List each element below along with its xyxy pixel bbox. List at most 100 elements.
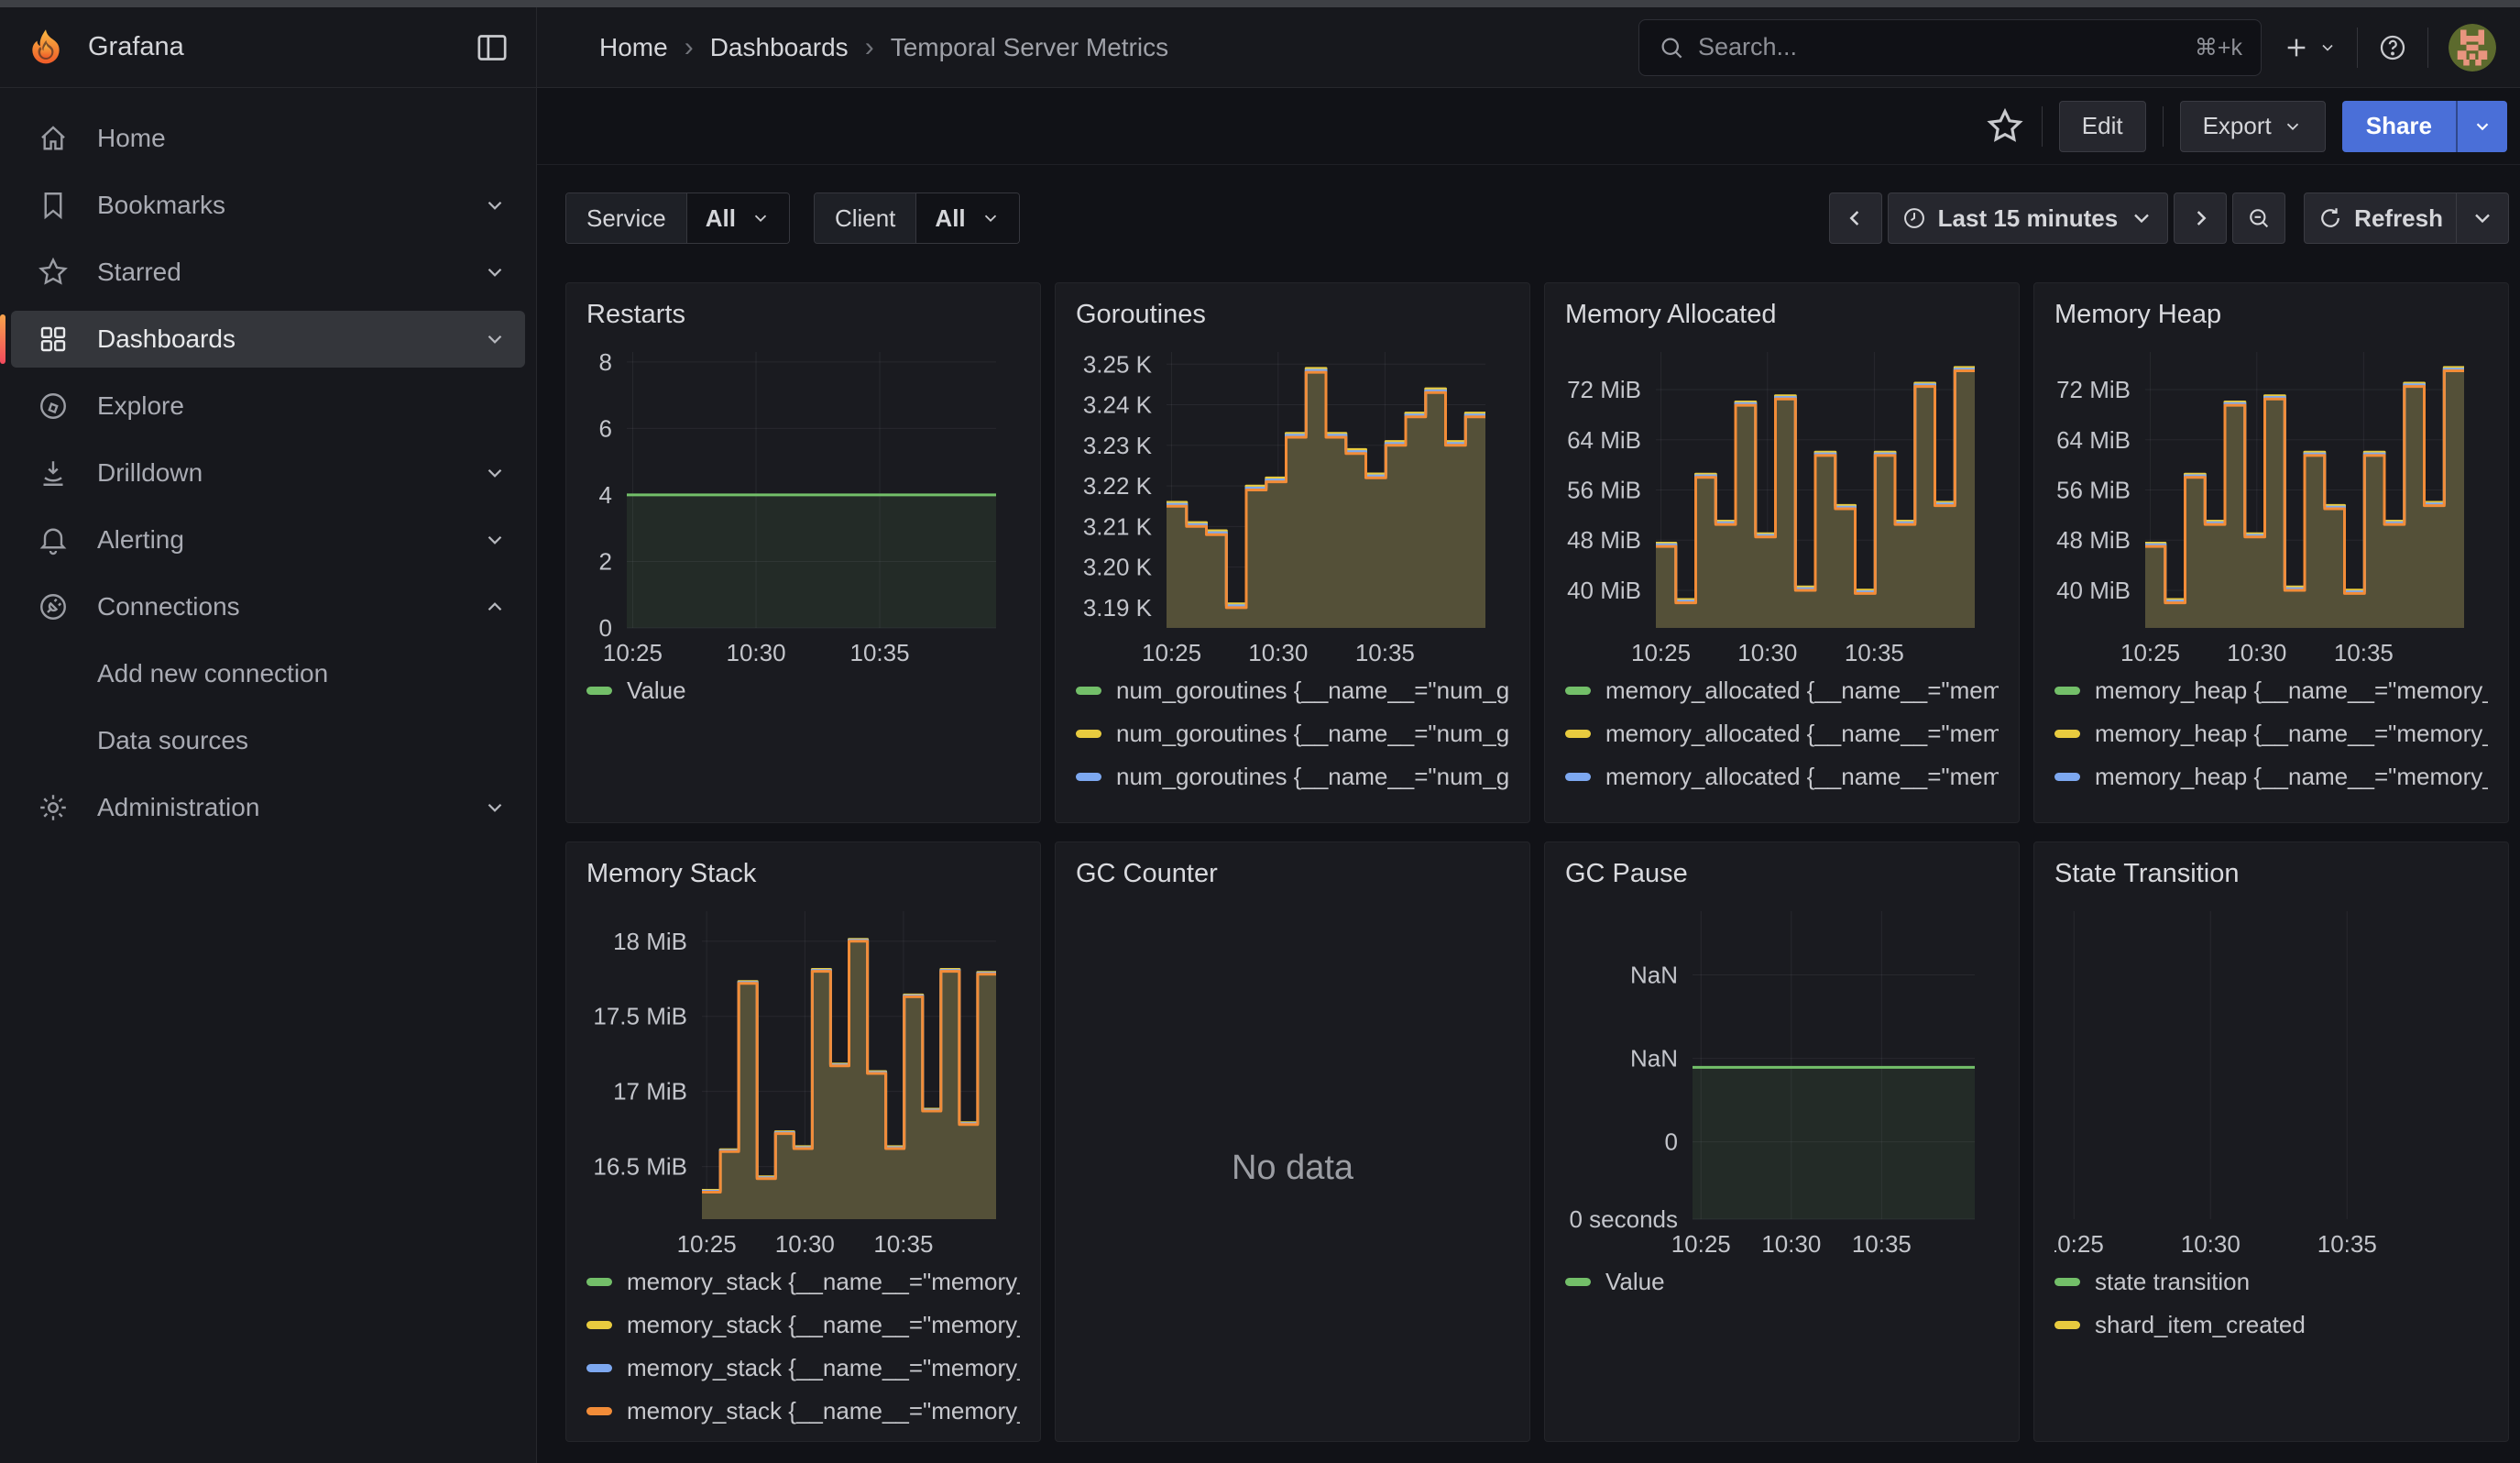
legend-item[interactable]: memory_allocated {__name__="memo [1565, 762, 1999, 792]
grid-icon [37, 323, 70, 356]
panel-legend: memory_heap {__name__="memory_h memory_he… [2054, 676, 2488, 806]
breadcrumb-dashboards[interactable]: Dashboards [710, 33, 849, 62]
panel-title[interactable]: Goroutines [1076, 300, 1509, 330]
svg-text:10:35: 10:35 [2317, 1230, 2377, 1258]
svg-text:72 MiB: 72 MiB [1567, 376, 1641, 403]
chart-goroutines[interactable]: 3.19 K3.20 K3.21 K3.22 K3.23 K3.24 K3.25… [1076, 352, 1509, 668]
share-dropdown-button[interactable] [2456, 101, 2507, 152]
legend-label: memory_allocated {__name__="memo [1605, 763, 1999, 791]
sidebar-item-starred[interactable]: Starred [11, 244, 525, 301]
legend-item[interactable]: memory_heap {__name__="memory_h [2054, 805, 2488, 806]
sidebar-item-bookmarks[interactable]: Bookmarks [11, 177, 525, 234]
svg-text:10:35: 10:35 [1845, 639, 1904, 666]
share-button[interactable]: Share [2342, 101, 2456, 152]
sidebar-item-data-sources[interactable]: Data sources [11, 712, 525, 769]
chevron-down-icon[interactable] [483, 260, 507, 284]
legend-item[interactable]: state transition [2054, 1267, 2488, 1297]
export-button[interactable]: Export [2180, 101, 2326, 152]
add-new-button[interactable] [2282, 33, 2337, 62]
sidebar-item-home[interactable]: Home [11, 110, 525, 167]
legend-item[interactable]: shard_item_created [2054, 1310, 2488, 1340]
legend-item[interactable]: memory_heap {__name__="memory_h [2054, 719, 2488, 749]
sidebar-item-alerting[interactable]: Alerting [11, 512, 525, 568]
chevron-down-icon [2318, 38, 2337, 57]
legend-item[interactable]: Value [1565, 1267, 1999, 1297]
svg-text:64 MiB: 64 MiB [1567, 426, 1641, 454]
filter-client: Client All [814, 192, 1020, 244]
sidebar-item-add-new-connection[interactable]: Add new connection [11, 645, 525, 702]
user-avatar[interactable] [2449, 24, 2496, 72]
chart-gc-pause[interactable]: NaNNaN00 seconds10:2510:3010:35 [1565, 911, 1999, 1260]
edit-button[interactable]: Edit [2059, 101, 2146, 152]
sidebar-item-administration[interactable]: Administration [11, 779, 525, 836]
refresh-button[interactable]: Refresh [2304, 192, 2457, 244]
top-bar: Home › Dashboards › Temporal Server Metr… [537, 7, 2520, 88]
panel-title[interactable]: GC Pause [1565, 859, 1999, 889]
chevron-up-icon[interactable] [483, 595, 507, 619]
legend-item[interactable]: memory_stack {__name__="memory_s [586, 1353, 1020, 1383]
legend-item[interactable]: memory_allocated {__name__="memo [1565, 676, 1999, 706]
chevron-down-icon[interactable] [483, 461, 507, 485]
search-input[interactable] [1698, 33, 2182, 61]
legend-item[interactable]: memory_heap {__name__="memory_h [2054, 762, 2488, 792]
sidebar-item-explore[interactable]: Explore [11, 378, 525, 434]
chevron-down-icon[interactable] [483, 193, 507, 217]
filter-client-label: Client [815, 193, 915, 243]
panel-legend: num_goroutines {__name__="num_go num_goro… [1076, 676, 1509, 806]
legend-swatch [1076, 773, 1101, 781]
chart-memory-heap[interactable]: 40 MiB48 MiB56 MiB64 MiB72 MiB10:2510:30… [2054, 352, 2488, 668]
chevron-down-icon[interactable] [483, 327, 507, 351]
chevron-right-icon [2187, 205, 2213, 231]
zoom-out-button[interactable] [2232, 192, 2285, 244]
legend-item[interactable]: memory_stack {__name__="memory_s [586, 1310, 1020, 1340]
chevron-down-icon[interactable] [483, 528, 507, 552]
breadcrumb-home[interactable]: Home [599, 33, 668, 62]
legend-item[interactable]: num_goroutines {__name__="num_go [1076, 676, 1509, 706]
panel-title[interactable]: State Transition [2054, 859, 2488, 889]
legend-item[interactable]: memory_stack {__name__="memory_s [586, 1396, 1020, 1424]
legend-label: state transition [2095, 1268, 2250, 1296]
breadcrumb-current-page: Temporal Server Metrics [891, 33, 1168, 62]
chart-memory-stack[interactable]: 16.5 MiB17 MiB17.5 MiB18 MiB10:2510:3010… [586, 911, 1020, 1260]
filter-service: Service All [565, 192, 790, 244]
filter-service-value[interactable]: All [686, 193, 789, 243]
chart-memory-allocated[interactable]: 40 MiB48 MiB56 MiB64 MiB72 MiB10:2510:30… [1565, 352, 1999, 668]
svg-text:8: 8 [599, 352, 612, 376]
legend-item[interactable]: Value [586, 676, 1020, 706]
legend-item[interactable]: num_goroutines {__name__="num_go [1076, 805, 1509, 806]
panel-title[interactable]: Memory Allocated [1565, 300, 1999, 330]
time-forward-button[interactable] [2174, 192, 2227, 244]
favorite-star-icon[interactable] [1985, 106, 2025, 147]
panel-title[interactable]: Memory Stack [586, 859, 1020, 889]
sidebar-item-dashboards[interactable]: Dashboards [11, 311, 525, 368]
legend-item[interactable]: num_goroutines {__name__="num_go [1076, 762, 1509, 792]
legend-item[interactable]: memory_stack {__name__="memory_s [586, 1267, 1020, 1297]
brand-title: Grafana [88, 32, 184, 62]
filter-client-value[interactable]: All [915, 193, 1018, 243]
chart-state-transition[interactable]: 10:2510:3010:35 [2054, 911, 2488, 1260]
time-range-picker[interactable]: Last 15 minutes [1888, 192, 2169, 244]
svg-text:10:30: 10:30 [2181, 1230, 2241, 1258]
legend-item[interactable]: memory_heap {__name__="memory_h [2054, 676, 2488, 706]
legend-item[interactable]: memory_allocated {__name__="memo [1565, 719, 1999, 749]
svg-text:6: 6 [599, 414, 612, 442]
sidebar-item-connections[interactable]: Connections [11, 578, 525, 635]
legend-label: num_goroutines {__name__="num_go [1116, 763, 1509, 791]
chart-restarts[interactable]: 0246810:2510:3010:35 [586, 352, 1020, 668]
svg-text:10:25: 10:25 [1671, 1230, 1731, 1258]
panel-title[interactable]: Memory Heap [2054, 300, 2488, 330]
legend-item[interactable]: num_goroutines {__name__="num_go [1076, 719, 1509, 749]
sidebar-item-label: Data sources [97, 726, 248, 755]
legend-item[interactable]: memory_allocated {__name__="memo [1565, 805, 1999, 806]
time-back-button[interactable] [1829, 192, 1882, 244]
search-box[interactable]: ⌘+k [1638, 19, 2262, 76]
panel-title[interactable]: Restarts [586, 300, 1020, 330]
chevron-down-icon[interactable] [483, 796, 507, 820]
help-button[interactable] [2378, 33, 2407, 62]
grafana-logo-icon[interactable] [26, 28, 66, 68]
sidebar-item-drilldown[interactable]: Drilldown [11, 445, 525, 501]
legend-label: memory_stack {__name__="memory_s [627, 1354, 1020, 1382]
refresh-interval-button[interactable] [2457, 192, 2509, 244]
panel-title[interactable]: GC Counter [1076, 859, 1509, 889]
dock-sidebar-icon[interactable] [474, 29, 510, 66]
